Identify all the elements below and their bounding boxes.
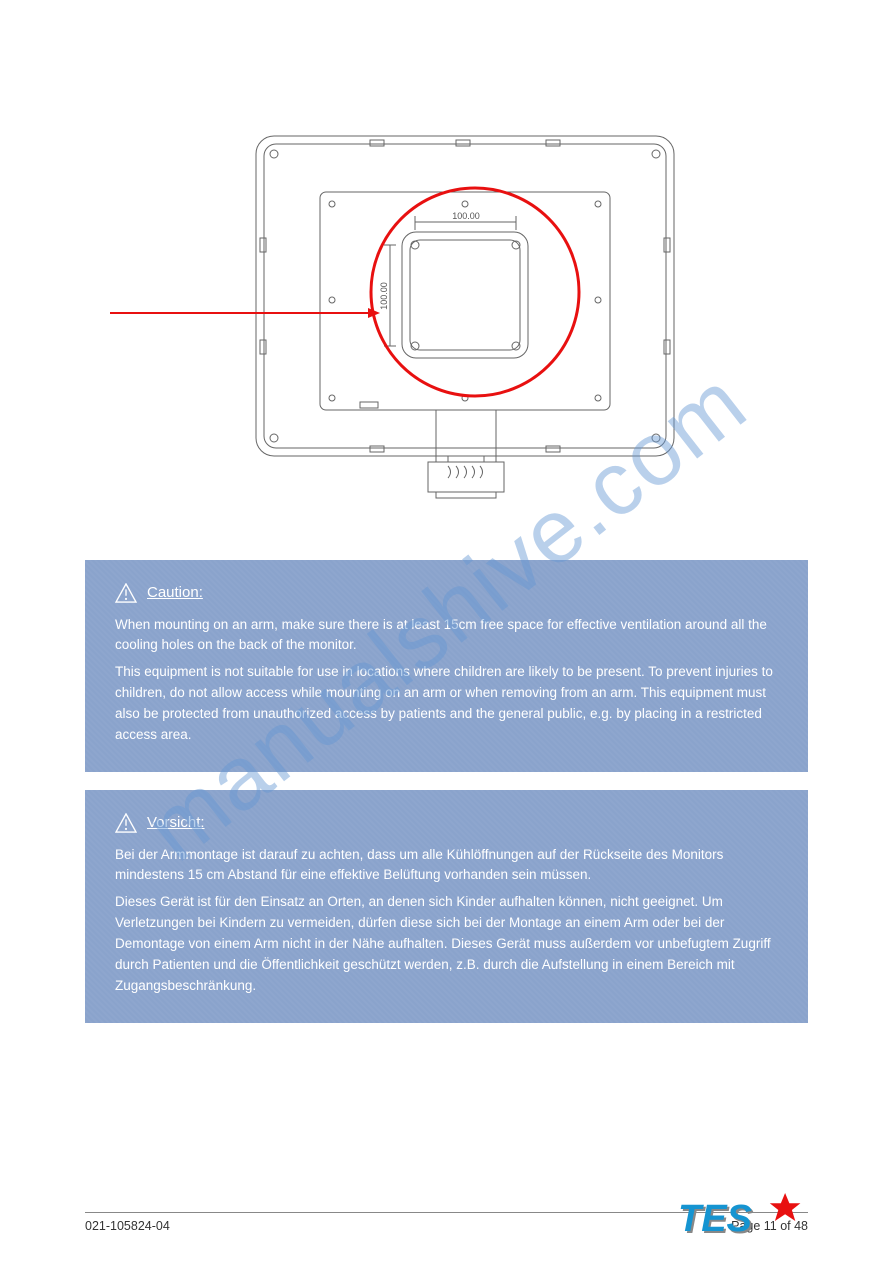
footer-doc-id: 021-105824-04 xyxy=(85,1219,170,1233)
callout-paragraph: This equipment is not suitable for use i… xyxy=(115,662,778,746)
pointer-arrow xyxy=(110,303,380,323)
callout-paragraph: Bei der Armmontage ist darauf zu achten,… xyxy=(115,845,778,887)
warning-triangle-icon xyxy=(115,813,137,833)
device-diagram: 100.00 100.00 xyxy=(85,130,808,530)
tes-logo: TES TES xyxy=(678,1193,808,1243)
warning-triangle-icon xyxy=(115,583,137,603)
callout-paragraph: Dieses Gerät ist für den Einsatz an Orte… xyxy=(115,892,778,997)
dim-vertical-label: 100.00 xyxy=(379,282,389,310)
callout-body: When mounting on an arm, make sure there… xyxy=(115,615,778,747)
caution-callout-de: Vorsicht: Bei der Armmontage ist darauf … xyxy=(85,790,808,1023)
callout-paragraph: When mounting on an arm, make sure there… xyxy=(115,615,778,657)
dim-horizontal-label: 100.00 xyxy=(452,211,480,221)
svg-text:TES: TES xyxy=(678,1198,752,1240)
device-rear-view: 100.00 100.00 xyxy=(250,130,680,525)
callout-title: Vorsicht: xyxy=(147,812,205,835)
callout-title: Caution: xyxy=(147,582,203,605)
caution-callout-en: Caution: When mounting on an arm, make s… xyxy=(85,560,808,772)
callout-body: Bei der Armmontage ist darauf zu achten,… xyxy=(115,845,778,997)
